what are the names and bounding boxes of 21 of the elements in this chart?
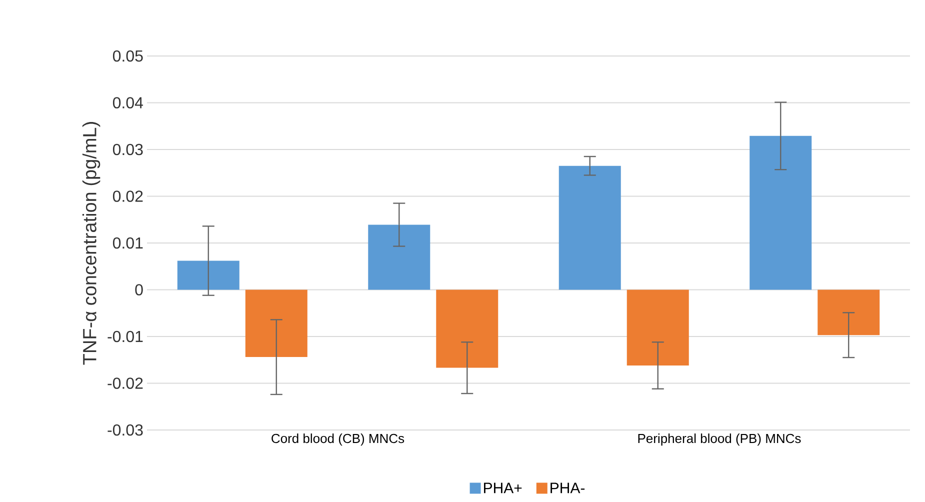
legend-label: PHA+	[484, 482, 522, 494]
bar	[436, 290, 498, 368]
legend-label: PHA-	[550, 482, 585, 494]
y-tick-label: -0.03	[108, 424, 143, 436]
y-tick-label: 0	[135, 284, 143, 296]
bar	[626, 290, 689, 366]
bar	[558, 166, 621, 290]
bar	[177, 260, 240, 290]
text: Peripheral blood (PB) MNCs	[638, 434, 801, 446]
y-tick-label: 0.03	[112, 144, 143, 156]
y-tick-label: -0.01	[108, 330, 143, 342]
y-axis-title: TNF-α concentration (pg/mL)	[82, 122, 100, 365]
y-tick-label: 0.02	[112, 190, 143, 202]
y-tick-label: 0.01	[112, 237, 143, 249]
y-tick-label: -0.02	[108, 378, 143, 389]
bar	[818, 290, 880, 336]
bar	[368, 224, 430, 290]
text: Cord blood (CB) MNCs	[272, 434, 404, 446]
y-tick-label: 0.04	[112, 97, 143, 108]
bar	[750, 136, 812, 290]
y-tick-label: 0.05	[112, 50, 143, 62]
